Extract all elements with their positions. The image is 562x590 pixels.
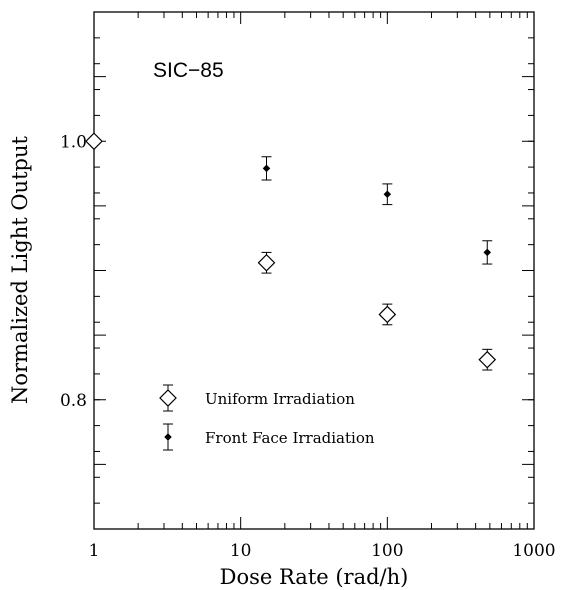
data-point [383,190,392,199]
x-tick-label: 10 [230,541,252,561]
y-tick-label: 0.8 [60,391,87,411]
plot-frame [93,11,535,530]
x-axis-title: Dose Rate (rad/h) [220,565,409,589]
legend-marker [164,433,172,441]
tick-labels: 1 10 100 1000 0.8 1.0 [60,132,556,561]
data-points [85,132,497,371]
legend-label-front-face: Front Face Irradiation [205,429,375,447]
legend-marker [159,389,177,407]
series-0 [85,132,497,371]
data-point [257,253,276,272]
chart-annotation: SIC−85 [153,59,224,82]
series-1 [261,156,493,265]
data-point [262,164,271,173]
legend: Uniform Irradiation Front Face Irradiati… [159,384,375,451]
data-point [483,248,492,257]
y-axis-title: Normalized Light Output [8,136,32,404]
data-point [85,132,103,151]
data-point [378,305,397,324]
y-tick-label: 1.0 [60,132,87,152]
x-tick-label: 1 [89,541,100,561]
x-tick-label: 1000 [512,541,555,561]
x-tick-label: 100 [371,541,403,561]
axis-ticks [93,11,535,530]
data-point [478,350,497,369]
legend-label-uniform: Uniform Irradiation [205,390,355,408]
